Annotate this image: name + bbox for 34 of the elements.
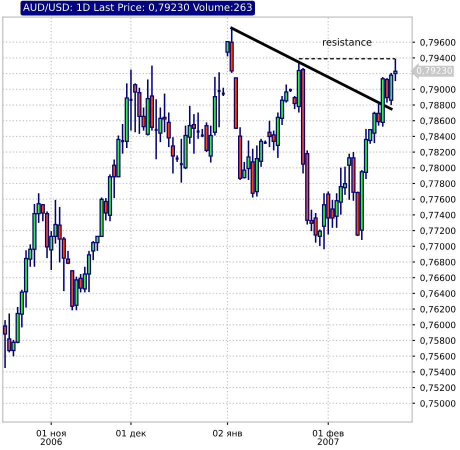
candlestick [347,152,352,201]
x-tick-label: 01 ноя 2006 [36,430,66,445]
y-tick-label: 0,76800 [420,258,456,266]
candlestick [314,212,318,244]
y-tick-label: 0,79400 [420,54,456,62]
y-tick-label: 0,76400 [420,290,456,298]
y-tick-label: 0,76200 [420,306,456,314]
candlestick [267,120,272,148]
y-tick-label: 0,77800 [420,180,456,188]
y-tick-label: 0,75000 [420,400,456,408]
y-tick-label: 0,77200 [420,227,456,235]
candlestick [137,86,142,135]
x-tick-label: 01 фев 2007 [312,430,344,445]
y-tick-label: 0,75400 [420,368,456,376]
y-tick-label: 0,75600 [420,353,456,361]
candlestick [322,192,326,250]
y-tick-label: 0,76600 [420,274,456,282]
y-tick-label: 0,78400 [420,133,456,141]
y-tick-label: 0,76000 [420,322,456,330]
y-tick-label: 0,77000 [420,243,456,251]
y-tick-label: 0,78600 [420,118,456,126]
y-tick-label: 0,79600 [420,39,456,47]
y-tick-label: 0,79000 [420,86,456,94]
y-tick-label: 0,78200 [420,148,456,156]
y-tick-label: 0,77600 [420,196,456,204]
chart-title: AUD/USD: 1D Last Price: 0,79230 Volume:263 [23,3,252,12]
y-tick-label: 0,75200 [420,384,456,392]
y-tick-label: 0,77400 [420,212,456,220]
y-tick-label: 0,75800 [420,337,456,345]
y-tick-label: 0,78800 [420,102,456,110]
x-tick-label: 01 дек [116,430,146,438]
annotation: resistance [323,38,372,46]
x-tick-label: 02 янв [213,430,242,437]
y-tick-label: 0,78000 [420,164,456,172]
